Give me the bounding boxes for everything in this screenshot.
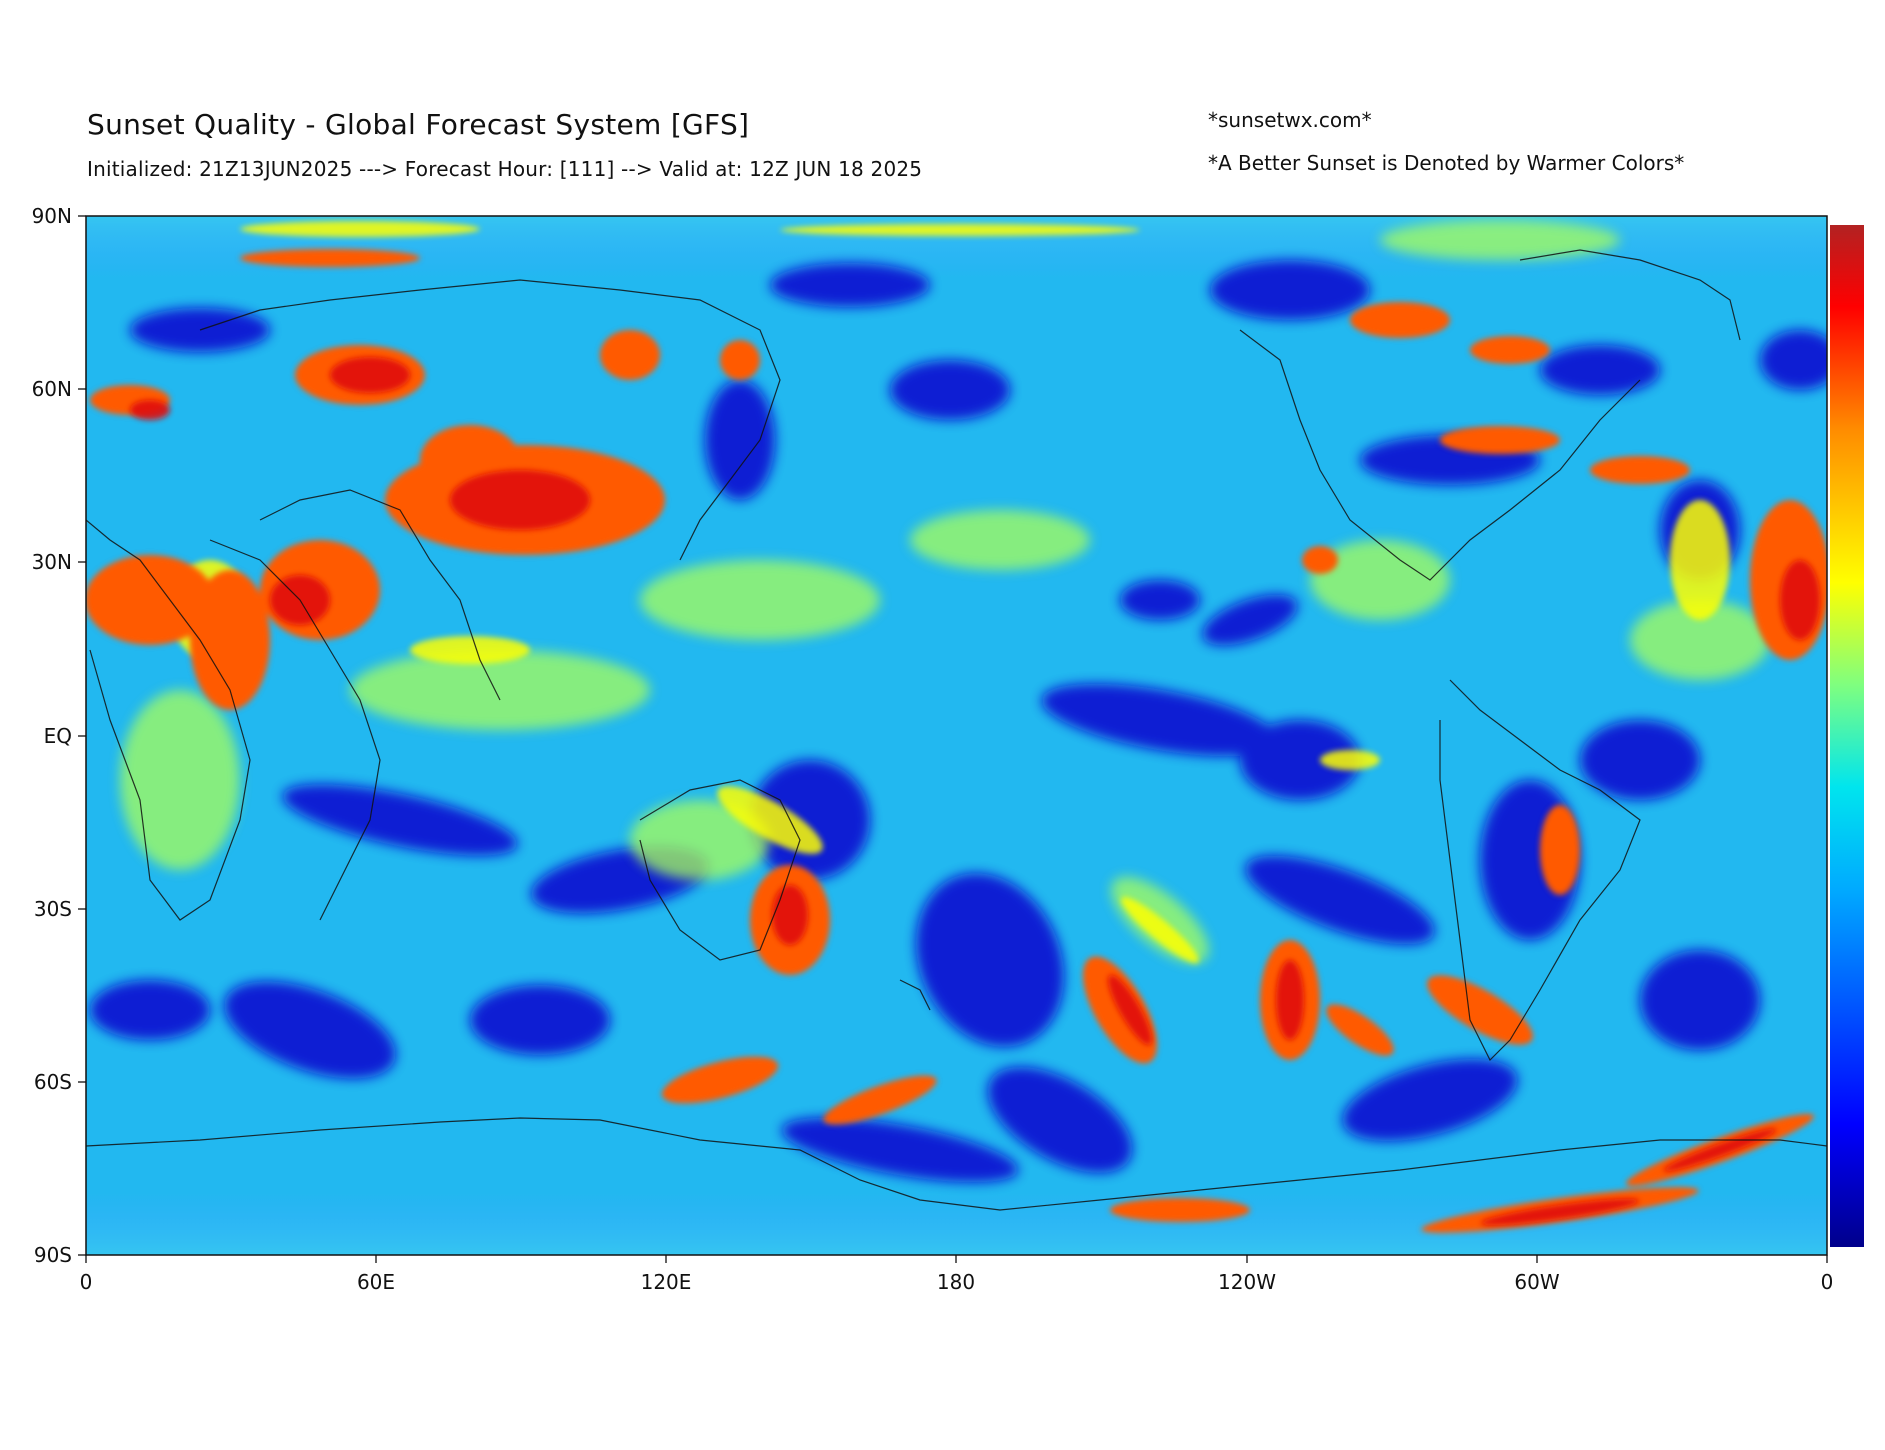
lat-axis [78, 215, 86, 1256]
lat-tick-label: 60S [34, 1070, 72, 1094]
forecast-subtitle: Initialized: 21Z13JUN2025 ---> Forecast … [87, 157, 923, 181]
lon-tick-label: 0 [1821, 1270, 1834, 1294]
lon-tick-label: 180 [937, 1270, 975, 1294]
lon-tick-label: 60W [1514, 1270, 1559, 1294]
lat-tick-label: 90S [34, 1243, 72, 1267]
lon-tick-label: 0 [80, 1270, 93, 1294]
sunset-quality-field [86, 216, 1827, 1255]
lon-tick-label: 120E [641, 1270, 692, 1294]
lat-tick-label: EQ [44, 724, 72, 748]
map-title: Sunset Quality - Global Forecast System … [87, 108, 750, 141]
lat-tick-label: 30S [34, 897, 72, 921]
lat-tick-label: 90N [32, 204, 72, 228]
lat-tick-label: 60N [32, 377, 72, 401]
colorbar [1830, 225, 1864, 1247]
lon-axis [85, 1255, 1828, 1263]
lon-tick-label: 120W [1218, 1270, 1276, 1294]
coastlines [86, 249, 1827, 1211]
site-label: *sunsetwx.com* [1208, 108, 1372, 132]
lat-tick-label: 30N [32, 550, 72, 574]
color-note: *A Better Sunset is Denoted by Warmer Co… [1208, 151, 1685, 175]
lon-tick-label: 60E [357, 1270, 395, 1294]
